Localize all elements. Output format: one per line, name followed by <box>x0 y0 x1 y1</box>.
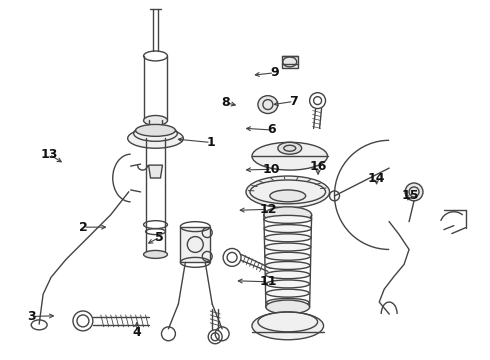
Text: 1: 1 <box>206 136 215 149</box>
Bar <box>282 56 298 68</box>
Ellipse shape <box>264 207 312 223</box>
Text: 5: 5 <box>155 231 164 244</box>
Text: 14: 14 <box>368 172 385 185</box>
Text: 6: 6 <box>268 123 276 136</box>
Text: 7: 7 <box>290 95 298 108</box>
Ellipse shape <box>144 251 168 258</box>
Text: 11: 11 <box>260 275 277 288</box>
Text: 9: 9 <box>270 66 278 79</box>
Ellipse shape <box>266 271 310 279</box>
Ellipse shape <box>405 183 423 201</box>
Ellipse shape <box>265 243 311 251</box>
Ellipse shape <box>265 252 311 260</box>
Ellipse shape <box>266 289 309 297</box>
Text: 15: 15 <box>402 189 419 202</box>
Ellipse shape <box>264 225 311 233</box>
Ellipse shape <box>266 261 310 269</box>
Text: 8: 8 <box>221 96 230 109</box>
Ellipse shape <box>270 190 306 202</box>
Text: 16: 16 <box>309 160 327 173</box>
Bar <box>180 227 210 262</box>
Ellipse shape <box>128 129 183 148</box>
Ellipse shape <box>252 312 323 340</box>
Ellipse shape <box>246 176 329 208</box>
Text: 13: 13 <box>41 148 58 161</box>
Text: 4: 4 <box>132 327 141 339</box>
Text: 3: 3 <box>27 310 36 323</box>
Text: 2: 2 <box>79 221 88 234</box>
Ellipse shape <box>266 300 310 314</box>
Ellipse shape <box>144 116 168 125</box>
Ellipse shape <box>252 142 327 170</box>
Text: 12: 12 <box>259 203 277 216</box>
Polygon shape <box>148 165 163 178</box>
Ellipse shape <box>265 234 311 242</box>
Ellipse shape <box>136 125 175 136</box>
Ellipse shape <box>266 280 310 288</box>
Ellipse shape <box>278 142 302 154</box>
Ellipse shape <box>258 96 278 113</box>
Text: 10: 10 <box>263 163 281 176</box>
Ellipse shape <box>264 215 312 223</box>
Ellipse shape <box>267 298 309 306</box>
